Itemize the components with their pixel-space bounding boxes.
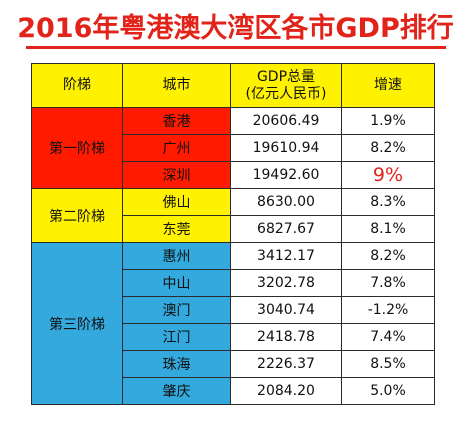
gdp-cell: 19492.60 bbox=[230, 161, 342, 189]
city-cell: 惠州 bbox=[122, 242, 231, 270]
header-city: 城市 bbox=[122, 63, 231, 108]
tier-label-2: 第二阶梯 bbox=[31, 188, 123, 243]
table-row: 深圳 19492.60 9% bbox=[32, 161, 435, 189]
growth-cell: 8.1% bbox=[341, 215, 435, 243]
city-cell: 广州 bbox=[122, 134, 231, 162]
gdp-cell: 2418.78 bbox=[230, 323, 342, 351]
tier-label-1: 第一阶梯 bbox=[31, 107, 123, 189]
table-row: 肇庆 2084.20 5.0% bbox=[32, 377, 435, 405]
gdp-cell: 6827.67 bbox=[230, 215, 342, 243]
table-row: 第三阶梯 惠州 3412.17 8.2% bbox=[31, 242, 435, 405]
table-row: 珠海 2226.37 8.5% bbox=[32, 350, 435, 378]
growth-cell: 8.2% bbox=[341, 242, 435, 270]
growth-cell: 7.4% bbox=[341, 323, 435, 351]
gdp-cell: 8630.00 bbox=[230, 188, 342, 216]
header-gdp: GDP总量 (亿元人民币) bbox=[230, 63, 342, 108]
table-row: 广州 19610.94 8.2% bbox=[32, 134, 435, 162]
title-underline bbox=[26, 46, 446, 49]
city-cell: 香港 bbox=[122, 107, 231, 135]
growth-cell: 8.3% bbox=[341, 188, 435, 216]
tier-label-3: 第三阶梯 bbox=[31, 242, 123, 405]
gdp-cell: 3202.78 bbox=[230, 269, 342, 297]
gdp-cell: 20606.49 bbox=[230, 107, 342, 135]
gdp-cell: 2084.20 bbox=[230, 377, 342, 405]
table-header-row: 阶梯 城市 GDP总量 (亿元人民币) 增速 bbox=[31, 63, 435, 108]
growth-cell: -1.2% bbox=[341, 296, 435, 324]
growth-cell: 8.2% bbox=[341, 134, 435, 162]
table-body: 第一阶梯 香港 20606.49 1.9% 广州 19610.94 8.2% 深… bbox=[31, 107, 435, 405]
table-row: 第二阶梯 佛山 8630.00 8.3% bbox=[31, 188, 435, 243]
header-growth: 增速 bbox=[341, 63, 435, 108]
table-row: 第一阶梯 香港 20606.49 1.9% bbox=[31, 107, 435, 189]
city-cell: 江门 bbox=[122, 323, 231, 351]
table-row: 东莞 6827.67 8.1% bbox=[32, 215, 435, 243]
growth-cell: 8.5% bbox=[341, 350, 435, 378]
gdp-cell: 3040.74 bbox=[230, 296, 342, 324]
gdp-cell: 3412.17 bbox=[230, 242, 342, 270]
city-cell: 深圳 bbox=[122, 161, 231, 189]
growth-cell: 5.0% bbox=[341, 377, 435, 405]
growth-cell: 7.8% bbox=[341, 269, 435, 297]
page-title: 2016年粤港澳大湾区各市GDP排行 bbox=[17, 13, 454, 44]
city-cell: 澳门 bbox=[122, 296, 231, 324]
growth-cell-highlight: 9% bbox=[341, 161, 435, 189]
city-cell: 佛山 bbox=[122, 188, 231, 216]
city-cell: 珠海 bbox=[122, 350, 231, 378]
gdp-cell: 19610.94 bbox=[230, 134, 342, 162]
header-gdp-line2: (亿元人民币) bbox=[245, 85, 327, 102]
header-gdp-line1: GDP总量 bbox=[256, 68, 316, 85]
city-cell: 肇庆 bbox=[122, 377, 231, 405]
city-cell: 中山 bbox=[122, 269, 231, 297]
table-row: 澳门 3040.74 -1.2% bbox=[32, 296, 435, 324]
table-row: 中山 3202.78 7.8% bbox=[32, 269, 435, 297]
city-cell: 东莞 bbox=[122, 215, 231, 243]
gdp-cell: 2226.37 bbox=[230, 350, 342, 378]
gdp-ranking-table: 阶梯 城市 GDP总量 (亿元人民币) 增速 第一阶梯 香港 20606.49 … bbox=[31, 63, 435, 405]
header-tier: 阶梯 bbox=[31, 63, 123, 108]
growth-cell: 1.9% bbox=[341, 107, 435, 135]
